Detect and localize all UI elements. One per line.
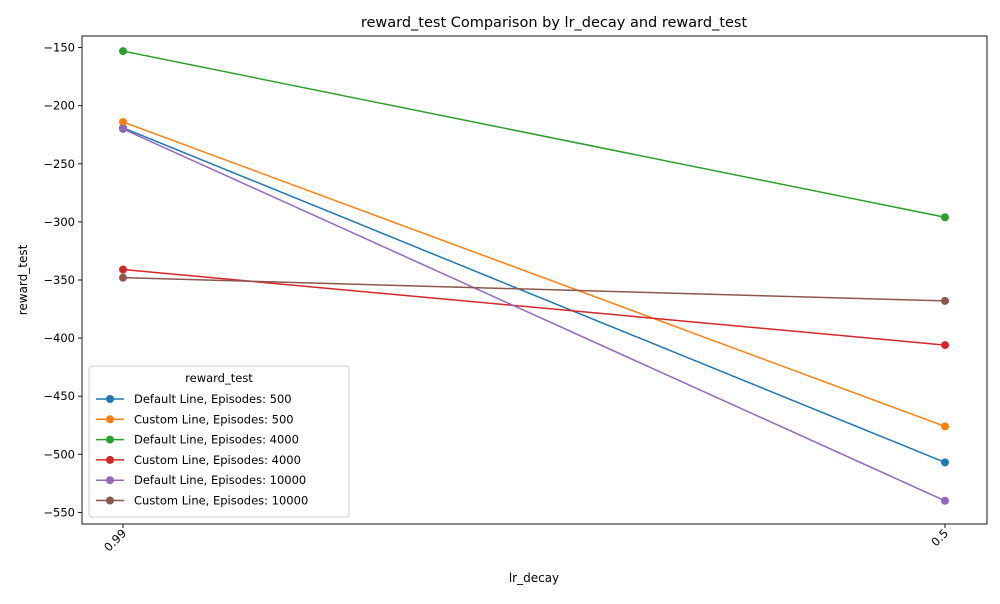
legend-entry-label: Custom Line, Episodes: 4000 [134,453,301,467]
legend-entry-label: Default Line, Episodes: 4000 [134,433,299,447]
y-tick-label: −350 [43,273,75,287]
legend-marker [106,496,114,505]
x-tick-label: 0.5 [928,526,951,549]
data-point [941,296,949,305]
data-point [941,213,949,222]
data-point [941,422,949,431]
data-point [119,117,127,126]
series-line-0 [122,127,946,464]
chart-title: reward_test Comparison by lr_decay and r… [361,15,748,31]
legend-frame [88,365,350,518]
x-axis-label: lr_decay [509,571,559,585]
y-tick-label: −250 [43,157,75,171]
legend-marker [106,415,114,424]
legend-entry-label: Custom Line, Episodes: 10000 [134,494,308,508]
legend: reward_test Default Line, Episodes: 500 C… [88,365,350,518]
series-layer [119,47,949,505]
legend-entry-label: Default Line, Episodes: 10000 [134,473,306,487]
legend-marker [106,395,114,403]
y-tick-label: −200 [43,99,75,113]
data-point [941,458,949,467]
series-line-4 [122,128,946,502]
legend-marker [106,476,114,485]
legend-entry-label: Default Line, Episodes: 500 [134,392,292,406]
y-tick-label: −150 [43,41,75,55]
series-line-1 [122,121,946,428]
series-line-2 [122,50,946,218]
series-line-5 [122,276,946,302]
y-axis: −150 −200 −250 −300 −350 −400 −450 −500 −550 [43,41,82,519]
y-tick-label: −450 [43,389,75,403]
y-tick-label: −500 [43,447,75,461]
data-point [119,47,127,56]
data-point [119,273,127,282]
y-tick-label: −550 [43,505,75,519]
y-axis-label: reward_test [16,244,30,315]
legend-marker [106,435,114,444]
y-tick-label: −400 [43,331,75,345]
data-point [119,124,127,133]
data-point [119,265,127,274]
data-point [941,496,949,505]
legend-marker [106,455,114,464]
y-tick-label: −300 [43,215,75,229]
x-tick-label: 0.99 [101,526,129,554]
legend-entry-label: Custom Line, Episodes: 500 [134,412,294,426]
legend-title: reward_test [185,371,253,385]
x-axis: 0.99 0.5 [101,524,951,554]
data-point [941,341,949,350]
